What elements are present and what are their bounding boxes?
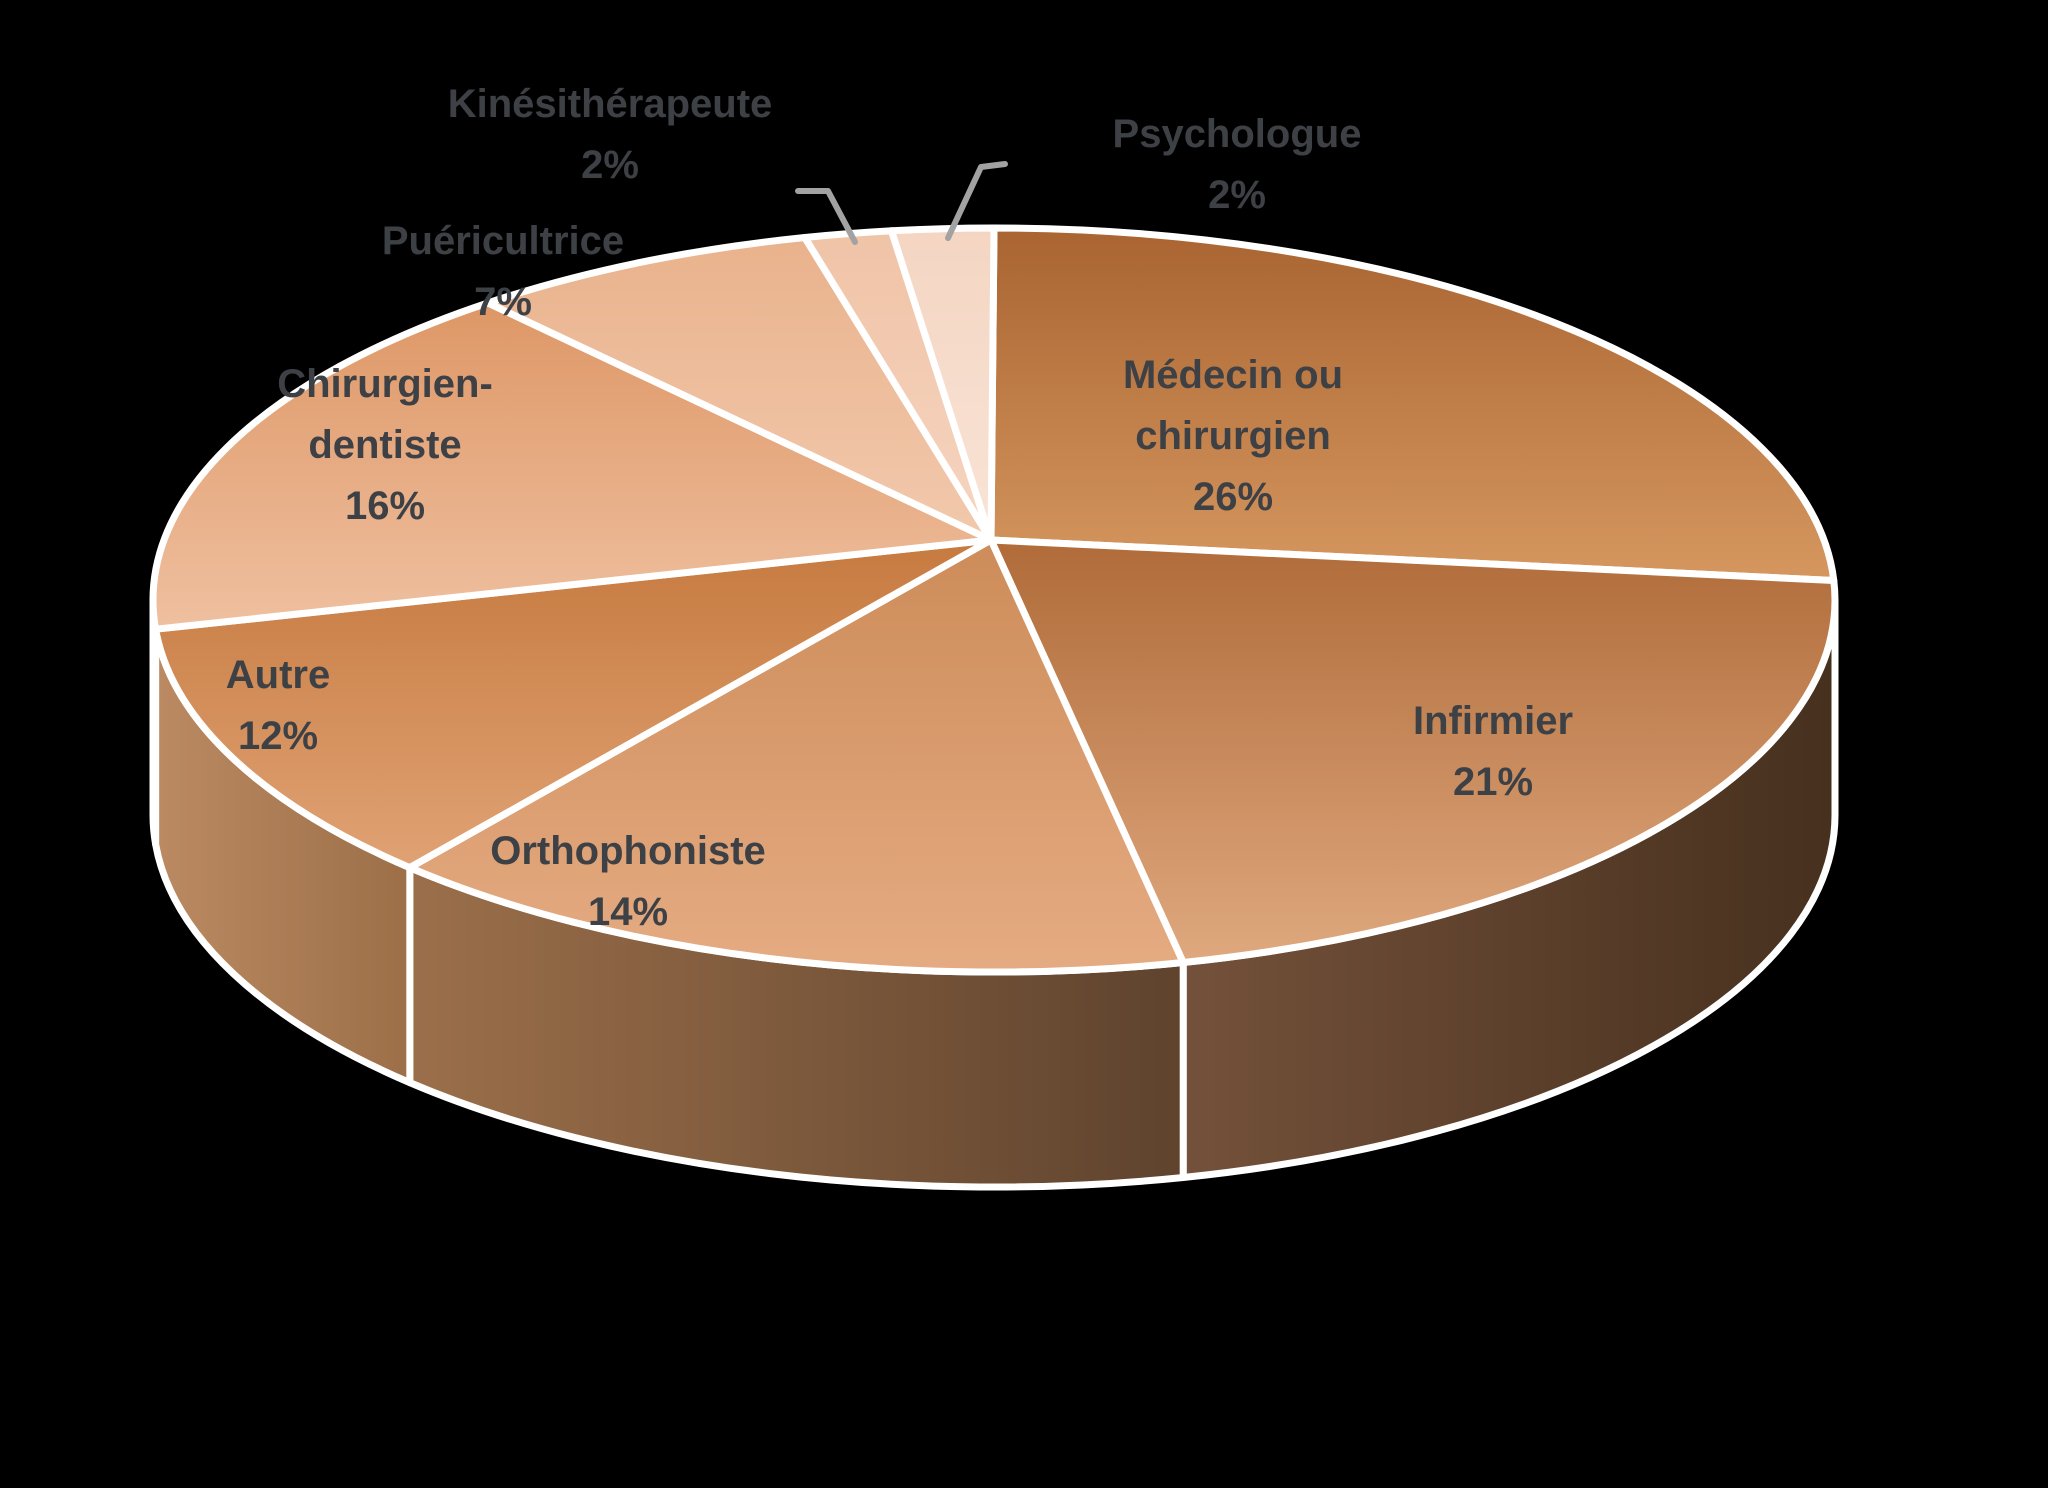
pie-slice-infirmier <box>987 536 1839 966</box>
pie-slice-medecin <box>987 224 1838 584</box>
slice-label-orthophoniste: Orthophoniste 14% <box>490 829 766 934</box>
pie-tops <box>149 224 1839 976</box>
leader-line-psychologue <box>945 161 1008 241</box>
slice-label-chirurgien-dentiste: Chirurgien-dentiste 16% <box>277 362 493 528</box>
slice-label-psychologue: Psychologue 2% <box>1113 112 1362 217</box>
slice-label-autre: Autre 12% <box>226 653 330 758</box>
slice-label-puericultrice: Puéricultrice 7% <box>382 219 624 324</box>
pie-slice-autre <box>152 536 995 872</box>
slice-label-medecin: Médecin ou chirurgien 26% <box>1123 353 1343 519</box>
pie-slice-orthophoniste <box>406 536 1187 976</box>
pie-slice-puericultrice <box>484 234 995 544</box>
slice-label-infirmier: Infirmier 21% <box>1413 699 1573 804</box>
slice-labels: Médecin ou chirurgien 26% Infirmier 21% Ortho… <box>226 82 1573 934</box>
pie-sides <box>149 596 1839 1191</box>
pie-3d: Médecin ou chirurgien 26% Infirmier 21% Ortho… <box>149 82 1839 1191</box>
leader-lines <box>795 161 1008 245</box>
pie-slice-chirurgien-dentiste <box>149 299 995 633</box>
pie-slice-psychologue <box>888 224 998 544</box>
leader-line-kinesitherapeute <box>795 188 858 245</box>
slice-label-kinesitherapeute: Kinésithérapeute 2% <box>448 82 773 187</box>
